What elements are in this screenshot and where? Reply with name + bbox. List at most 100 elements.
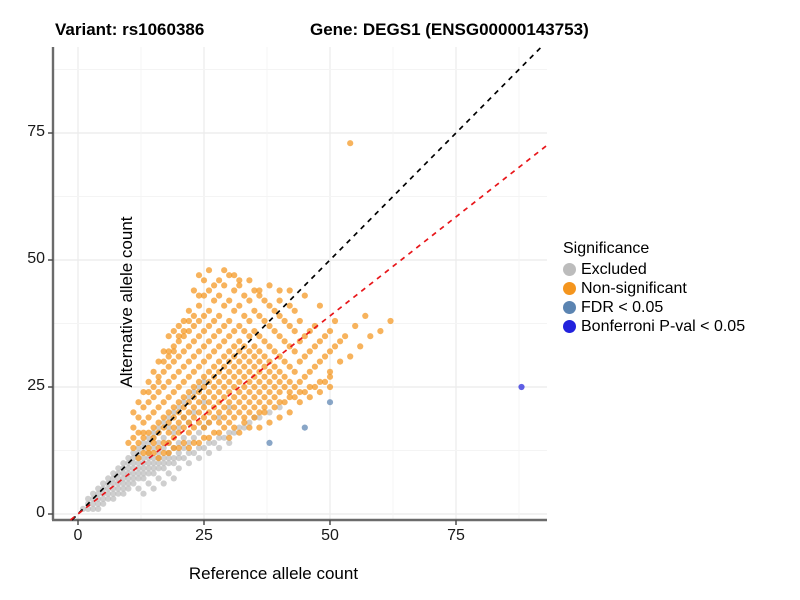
scatter-point bbox=[256, 292, 263, 299]
reference-line-fitted bbox=[69, 144, 548, 521]
scatter-point bbox=[185, 373, 192, 380]
y-tick-label: 25 bbox=[27, 377, 45, 394]
scatter-point bbox=[145, 378, 152, 385]
scatter-point bbox=[211, 363, 218, 370]
scatter-point bbox=[271, 328, 278, 335]
legend-item-nonsignificant-key[interactable]: Non-significant bbox=[563, 279, 798, 298]
scatter-point bbox=[200, 343, 208, 350]
scatter-point bbox=[130, 424, 137, 431]
scatter-point bbox=[155, 419, 162, 426]
x-tick-label: 25 bbox=[195, 527, 213, 544]
scatter-point bbox=[246, 297, 253, 304]
scatter-point bbox=[200, 414, 208, 421]
scatter-point bbox=[286, 389, 293, 396]
scatter-point bbox=[261, 404, 268, 411]
scatter-point bbox=[246, 358, 253, 365]
scatter-point bbox=[241, 419, 248, 426]
scatter-point bbox=[130, 475, 137, 482]
scatter-point bbox=[256, 414, 263, 421]
scatter-point bbox=[145, 429, 152, 436]
scatter-point bbox=[231, 383, 238, 391]
scatter-point bbox=[311, 363, 318, 370]
axis-lines bbox=[51, 47, 547, 522]
scatter-point bbox=[241, 363, 248, 370]
scatter-point bbox=[216, 444, 223, 452]
scatter-point bbox=[301, 292, 308, 299]
scatter-point bbox=[296, 338, 303, 345]
scatter-point bbox=[266, 439, 273, 446]
scatter-point bbox=[367, 333, 374, 340]
scatter-point bbox=[301, 373, 308, 380]
legend: Significance Excluded Non-significant FDR … bbox=[563, 240, 798, 336]
scatter-point bbox=[100, 480, 107, 487]
scatter-point bbox=[140, 490, 147, 497]
scatter-point bbox=[170, 424, 177, 431]
legend-item-bonferroni-key[interactable]: Bonferroni P-val < 0.05 bbox=[563, 317, 798, 336]
scatter-point bbox=[221, 404, 228, 411]
scatter-point bbox=[150, 460, 157, 467]
scatter-point bbox=[140, 404, 147, 411]
scatter-point bbox=[135, 444, 142, 452]
scatter-point bbox=[231, 287, 238, 294]
scatter-point bbox=[271, 394, 278, 401]
scatter-point bbox=[150, 394, 157, 401]
scatter-point bbox=[281, 317, 288, 325]
scatter-point bbox=[165, 409, 172, 416]
scatter-point bbox=[246, 378, 253, 385]
scatter-point bbox=[175, 455, 182, 462]
scatter-point bbox=[226, 317, 233, 325]
scatter-point bbox=[195, 383, 203, 391]
scatter-point bbox=[316, 302, 323, 309]
x-tick-label: 50 bbox=[321, 527, 339, 544]
scatter-point bbox=[241, 414, 248, 421]
scatter-point bbox=[170, 328, 177, 335]
scatter-point bbox=[286, 409, 293, 416]
scatter-point bbox=[180, 333, 187, 340]
scatter-point bbox=[195, 439, 203, 446]
scatter-point bbox=[326, 348, 334, 355]
scatter-point bbox=[180, 317, 187, 325]
scatter-point bbox=[170, 409, 177, 416]
scatter-point bbox=[205, 409, 213, 416]
scatter-point bbox=[150, 485, 157, 492]
scatter-point bbox=[175, 444, 182, 452]
scatter-point bbox=[231, 272, 238, 279]
scatter-point bbox=[165, 353, 172, 360]
scatter-point bbox=[276, 368, 283, 375]
scatter-point bbox=[175, 465, 182, 472]
scatter-point bbox=[221, 353, 228, 360]
scatter-point bbox=[246, 424, 253, 431]
scatter-point bbox=[140, 449, 147, 457]
legend-item-excluded-key[interactable]: Excluded bbox=[563, 260, 798, 279]
scatter-point bbox=[165, 460, 172, 467]
scatter-point bbox=[216, 292, 223, 299]
scatter-point bbox=[286, 394, 293, 401]
scatter-point bbox=[115, 465, 122, 472]
scatter-point bbox=[175, 383, 182, 391]
scatter-point bbox=[170, 475, 177, 482]
legend-item-fdr-key[interactable]: FDR < 0.05 bbox=[563, 298, 798, 317]
scatter-point bbox=[311, 383, 318, 391]
scatter-point bbox=[125, 480, 132, 487]
scatter-point bbox=[261, 363, 268, 370]
scatter-point bbox=[200, 394, 208, 401]
scatter-point bbox=[145, 444, 152, 452]
scatter-point bbox=[236, 378, 243, 385]
scatter-point bbox=[251, 404, 258, 411]
scatter-point bbox=[175, 439, 182, 446]
scatter-point bbox=[216, 343, 223, 350]
scatter-point bbox=[291, 368, 298, 375]
scatter-point bbox=[160, 449, 167, 457]
scatter-point bbox=[236, 409, 243, 416]
scatter-point bbox=[180, 455, 187, 462]
scatter-point bbox=[221, 322, 228, 330]
scatter-point bbox=[241, 383, 248, 391]
scatter-point bbox=[200, 277, 208, 284]
scatter-point bbox=[256, 287, 263, 294]
scatter-point bbox=[95, 485, 102, 492]
scatter-point bbox=[256, 389, 263, 396]
scatter-point bbox=[130, 444, 137, 452]
scatter-point bbox=[291, 383, 298, 391]
scatter-point bbox=[236, 399, 243, 406]
scatter-point bbox=[155, 475, 162, 482]
